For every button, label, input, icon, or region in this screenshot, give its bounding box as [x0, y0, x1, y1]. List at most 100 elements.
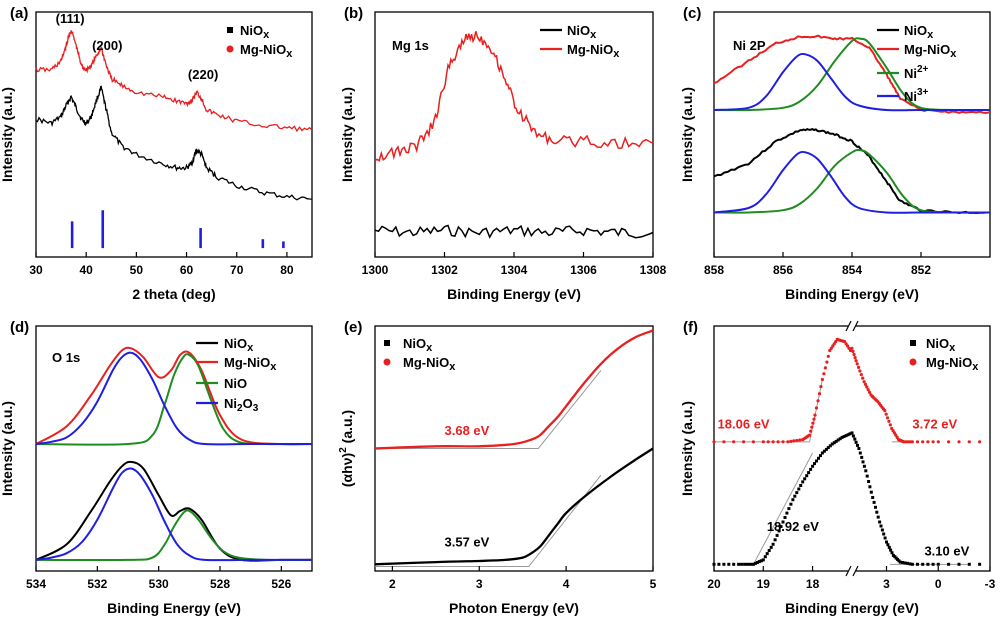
data-point-NiOx: [861, 460, 865, 464]
data-point-Mg-NiOx: [859, 373, 863, 377]
data-point-NiOx: [779, 525, 783, 528]
data-point-Mg-NiOx: [792, 439, 796, 443]
legend-label-Mg-NiOx: Mg-NiOx: [926, 355, 979, 373]
data-point-NiOx: [868, 485, 872, 489]
panel-label: (a): [10, 5, 28, 22]
data-point-NiOx: [844, 434, 848, 438]
tangent-line: [375, 474, 602, 567]
data-point-NiOx: [880, 528, 884, 532]
axis-break-mark: [845, 320, 852, 332]
data-point-NiOx: [856, 443, 859, 447]
x-tick-label: 856: [773, 263, 793, 277]
x-tick-label: 4: [563, 577, 570, 591]
data-point-NiOx: [799, 484, 803, 487]
panel-title: Mg 1s: [392, 38, 429, 53]
legend-label-Mg-NiOx: Mg-NiOx: [403, 355, 456, 373]
x-tick-label: 530: [149, 577, 169, 591]
data-point-NiOx: [898, 560, 902, 564]
axis-break-gap: [848, 565, 856, 577]
x-tick-label: 18: [806, 577, 820, 591]
data-point-NiOx: [889, 548, 893, 552]
data-point-Mg-NiOx: [978, 440, 982, 444]
series-line-NiOx: [374, 224, 654, 239]
tangent-line: [375, 370, 602, 449]
data-point-Mg-NiOx: [812, 417, 816, 421]
x-tick-label: 60: [180, 263, 194, 277]
data-point-Mg-NiOx: [926, 440, 930, 444]
data-point-Mg-NiOx: [936, 440, 940, 444]
data-point-Mg-NiOx: [781, 440, 785, 444]
y-axis-title: (αhν)2 (a.u.): [338, 410, 355, 487]
data-point-Mg-NiOx: [810, 425, 814, 429]
data-point-NiOx: [824, 447, 828, 451]
fit-line-lower: [35, 509, 313, 562]
data-point-NiOx: [826, 446, 830, 450]
data-point-NiOx: [815, 459, 818, 463]
data-point-NiOx: [867, 480, 871, 483]
data-point-NiOx: [775, 533, 779, 537]
series-line-Mg-NiOx: [374, 31, 654, 162]
data-point-NiOx: [712, 562, 716, 566]
panel-label: (b): [344, 5, 363, 22]
axis-break-mark: [852, 565, 859, 577]
gap-annotation: 3.10 eV: [924, 543, 969, 558]
data-point-NiOx: [882, 532, 886, 536]
data-point-NiOx: [878, 520, 882, 524]
legend-label-Ni2+: Ni2+: [904, 64, 929, 81]
data-point-Mg-NiOx: [855, 362, 859, 366]
gap-annotation: 3.68 eV: [445, 423, 490, 438]
x-tick-label: -3: [985, 577, 996, 591]
data-point-Mg-NiOx: [825, 360, 829, 364]
panel-title: Ni 2P: [733, 38, 766, 53]
data-point-NiOx: [783, 516, 787, 519]
data-point-NiOx: [769, 545, 773, 549]
x-tick-label: 534: [26, 577, 46, 591]
y-axis-title: Intensity (a.u.): [339, 87, 355, 182]
data-point-NiOx: [834, 439, 838, 443]
tangent-line: [752, 452, 814, 565]
data-point-NiOx: [830, 442, 834, 446]
x-axis-title: Binding Energy (eV): [785, 286, 919, 302]
x-tick-label: 70: [230, 263, 244, 277]
data-point-NiOx: [869, 490, 873, 494]
data-point-NiOx: [838, 437, 842, 441]
x-tick-label: 858: [704, 263, 724, 277]
data-point-NiOx: [722, 562, 726, 566]
series-line-Ni3+: [713, 52, 990, 112]
data-point-Mg-NiOx: [817, 392, 822, 396]
panel-label: (f): [683, 319, 698, 336]
data-point-NiOx: [757, 560, 761, 564]
data-point-NiOx: [857, 447, 861, 450]
fit-line-lower: [713, 148, 991, 214]
data-point-NiOx: [865, 474, 869, 478]
legend-label-Ni2O3: Ni2O3: [224, 396, 259, 414]
data-point-NiOx: [813, 462, 816, 466]
legend-marker-NiOx: [910, 340, 916, 346]
axis-break-mark: [845, 565, 852, 577]
legend-label-Mg-NiOx: Mg-NiOx: [240, 42, 293, 60]
series-line-Ni2+: [713, 37, 991, 112]
data-point-NiOx: [746, 562, 749, 566]
data-point-Mg-NiOx: [816, 399, 820, 403]
data-point-NiOx: [871, 496, 875, 499]
data-point-NiOx: [876, 515, 880, 519]
data-point-Mg-NiOx: [853, 356, 857, 360]
peak-label: (111): [56, 11, 85, 26]
data-point-NiOx: [931, 562, 935, 566]
data-point-NiOx: [901, 561, 905, 564]
data-point-NiOx: [883, 536, 887, 540]
data-point-Mg-NiOx: [808, 433, 812, 437]
y-axis-title: Intensity (a.u.): [679, 401, 695, 496]
data-point-Mg-NiOx: [967, 440, 971, 444]
data-point-NiOx: [743, 562, 747, 566]
data-point-Mg-NiOx: [865, 385, 869, 389]
data-point-Mg-NiOx: [957, 440, 961, 444]
x-tick-label: 852: [911, 263, 931, 277]
data-point-NiOx: [732, 562, 736, 566]
data-point-Mg-NiOx: [771, 440, 775, 444]
x-tick-label: 1306: [570, 263, 597, 277]
data-point-NiOx: [777, 529, 781, 533]
x-tick-label: 1300: [362, 263, 389, 277]
legend-marker-Mg-NiOx: [909, 358, 917, 366]
